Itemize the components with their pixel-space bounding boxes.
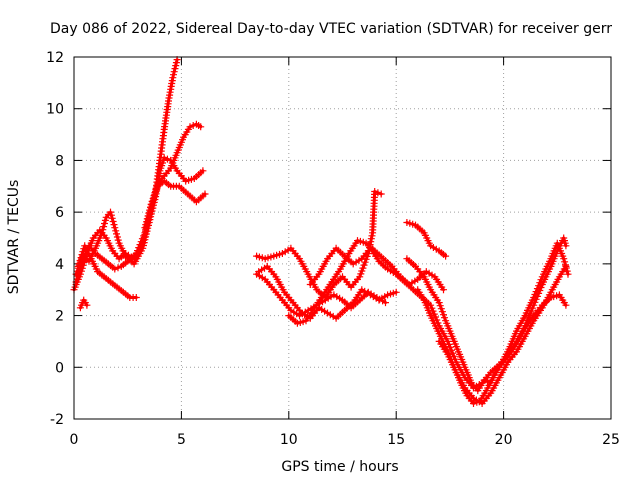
y-tick-label: 0 [55, 360, 64, 376]
series-track-d [74, 242, 140, 301]
x-axis-label: GPS time / hours [281, 459, 398, 475]
series-markers [141, 177, 209, 232]
series-markers [403, 219, 450, 260]
x-tick-label: 20 [495, 432, 513, 448]
series-track-l [403, 219, 450, 260]
x-tick-label: 0 [70, 432, 79, 448]
axis-ticks: -2 0 2 4 6 8 10 12 0 5 10 15 20 25 [46, 50, 620, 448]
y-axis-label: SDTVAR / TECUs [6, 180, 22, 295]
x-tick-label: 15 [387, 432, 405, 448]
y-tick-label: 6 [55, 205, 64, 221]
series-track-e [76, 296, 91, 312]
series-track-m [403, 239, 572, 395]
series-track-k [306, 234, 570, 392]
y-tick-label: 10 [46, 102, 64, 118]
series-line [76, 244, 138, 299]
x-tick-label: 10 [280, 432, 298, 448]
series-markers [403, 239, 572, 395]
series-markers [76, 296, 91, 312]
series-markers [253, 188, 385, 301]
series-markers [435, 262, 570, 407]
x-tick-label: 5 [177, 432, 186, 448]
y-tick-label: 12 [46, 50, 64, 66]
plot-area [70, 56, 572, 407]
y-tick-label: 4 [55, 257, 64, 273]
series-line [255, 190, 383, 299]
series-track-f [141, 177, 209, 232]
x-tick-label: 25 [602, 432, 620, 448]
plot-frame [73, 56, 612, 420]
series-markers [74, 242, 140, 301]
series-markers [306, 234, 570, 392]
y-tick-label: -2 [50, 412, 64, 428]
y-tick-label: 8 [55, 153, 64, 169]
y-tick-label: 2 [55, 309, 64, 325]
series-track-o [435, 262, 570, 407]
chart-title: Day 086 of 2022, Sidereal Day-to-day VTE… [50, 21, 612, 37]
grid [74, 57, 611, 419]
